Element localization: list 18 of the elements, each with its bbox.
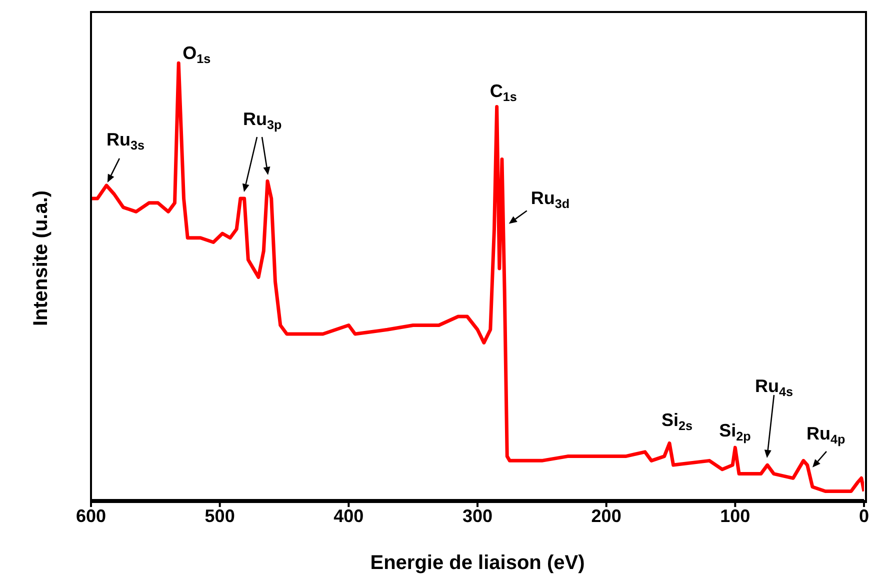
annotation: Ru$_{4s}$ [755, 376, 794, 399]
annotation: Si$_{2p}$ [719, 420, 752, 444]
x-axis-title: Energie de liaison (eV) [370, 552, 585, 574]
annotation: Ru$_{3d}$ [530, 188, 570, 211]
annotation: C$_{1s}$ [490, 80, 517, 104]
x-tick-label: 300 [462, 506, 493, 526]
annotation: O$_{1s}$ [182, 43, 211, 66]
annotation: Ru$_{3p}$ [243, 109, 282, 132]
y-axis-title: Intensite (u.a.) [30, 190, 52, 326]
annotation: Ru$_{4p}$ [806, 423, 846, 446]
x-tick-label: 400 [334, 506, 364, 526]
x-tick-label: 200 [591, 506, 622, 526]
annotation: Ru$_{3s}$ [106, 129, 144, 152]
x-tick-label: 600 [76, 506, 106, 526]
annotation: Si$_{2s}$ [661, 410, 692, 434]
x-tick-label: 0 [858, 506, 869, 526]
x-tick-label: 100 [720, 506, 750, 526]
x-tick-label: 500 [204, 506, 235, 526]
